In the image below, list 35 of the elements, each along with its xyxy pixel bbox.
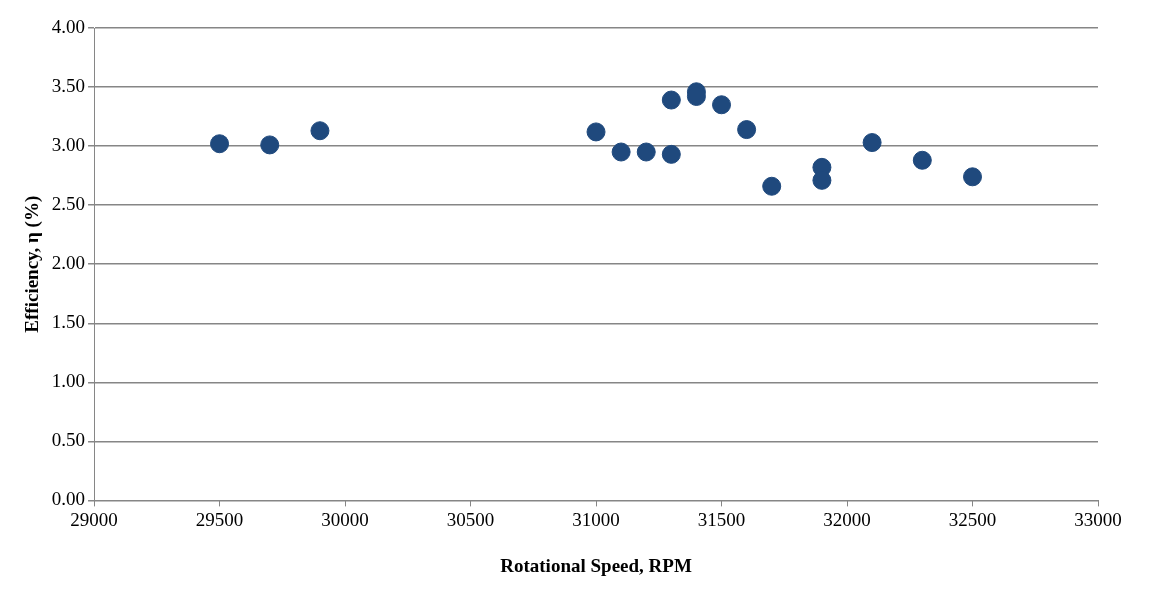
y-tick-label: 0.50 xyxy=(51,429,86,451)
point xyxy=(586,122,606,142)
point xyxy=(812,170,832,190)
x-tick-label: 32500 xyxy=(948,508,997,530)
x-tick-label: 31500 xyxy=(697,508,746,530)
y-axis-title: Efficiency, η (%) xyxy=(21,195,44,333)
y-tick-label: 1.00 xyxy=(51,370,86,392)
point xyxy=(210,134,230,154)
y-tick-label: 3.00 xyxy=(51,134,86,156)
point xyxy=(737,120,757,140)
y-tick-label: 2.00 xyxy=(51,252,86,274)
y-tick-label: 1.50 xyxy=(51,311,86,333)
y-tick-label: 0.00 xyxy=(51,488,86,510)
point xyxy=(661,144,681,164)
point xyxy=(636,142,656,162)
point xyxy=(260,135,280,155)
y-tick-label: 3.50 xyxy=(51,75,86,97)
x-tick-label: 29500 xyxy=(195,508,244,530)
y-tick-label: 2.50 xyxy=(51,193,86,215)
point xyxy=(712,95,732,115)
y-tick-label: 4.00 xyxy=(51,15,86,37)
x-tick-label: 33000 xyxy=(1074,508,1122,530)
x-tick-label: 30500 xyxy=(446,508,495,530)
x-axis-title: Rotational Speed, RPM xyxy=(500,554,692,576)
point xyxy=(912,150,932,170)
point xyxy=(762,176,782,196)
point xyxy=(963,167,983,187)
point xyxy=(611,142,631,162)
x-tick-label: 31000 xyxy=(572,508,620,530)
x-tick-label: 29000 xyxy=(70,508,118,530)
x-tick-label: 30000 xyxy=(321,508,369,530)
point xyxy=(310,121,330,141)
point xyxy=(661,90,681,110)
x-tick-label: 32000 xyxy=(823,508,871,530)
point xyxy=(862,133,882,153)
